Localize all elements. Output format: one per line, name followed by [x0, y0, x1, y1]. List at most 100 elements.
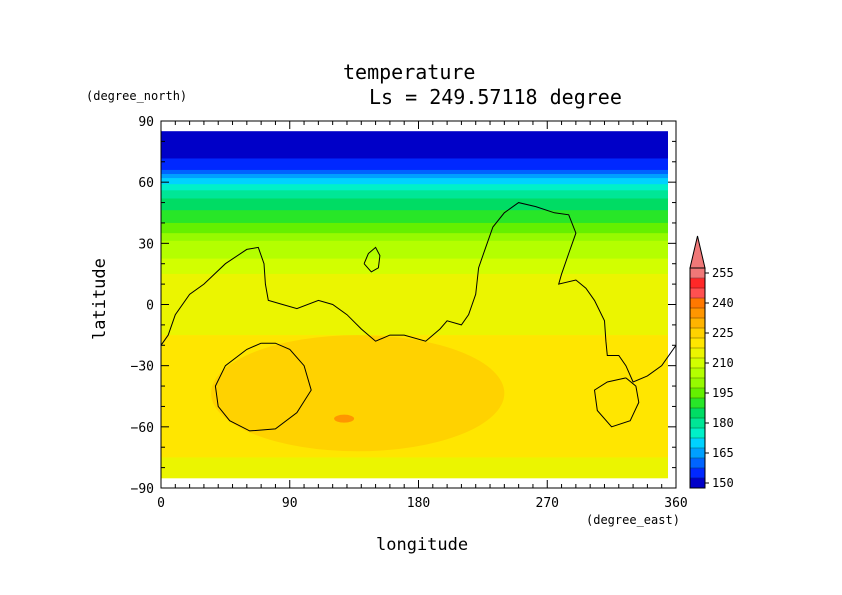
colorbar-extend-arrow: [689, 235, 706, 269]
field-band: [161, 254, 668, 260]
colorbar-swatch: [690, 348, 705, 359]
field-band: [161, 233, 668, 237]
field-band: [161, 238, 668, 242]
field-band: [161, 266, 668, 271]
x-axis-unit: (degree_east): [586, 513, 680, 527]
field-band: [161, 250, 668, 256]
chart-subtitle: Ls = 249.57118 degree: [369, 85, 622, 109]
field-band: [161, 151, 668, 155]
y-tick-label: 30: [138, 237, 154, 252]
field-band: [161, 457, 668, 461]
field-band: [161, 273, 668, 279]
field-band: [161, 188, 668, 191]
field-band: [161, 133, 668, 137]
field-band: [161, 220, 668, 224]
y-tick-label: 0: [146, 299, 154, 314]
field-band: [161, 156, 668, 159]
field-band: [161, 281, 668, 286]
colorbar-swatch: [690, 388, 705, 399]
field-band: [161, 319, 668, 328]
x-tick-label: 270: [536, 496, 559, 511]
colorbar-tick-label: 240: [712, 296, 734, 310]
field-band: [161, 462, 668, 466]
field-band: [161, 277, 668, 283]
colorbar-tick-label: 225: [712, 326, 734, 340]
colorbar-swatch: [690, 428, 705, 439]
colorbar-tick-label: 165: [712, 446, 734, 460]
field-band: [161, 235, 668, 239]
colorbar-swatch: [690, 318, 705, 329]
x-tick-label: 0: [157, 496, 165, 511]
field-band: [161, 327, 668, 336]
field-band: [161, 243, 668, 248]
colorbar-swatch: [690, 468, 705, 479]
colorbar-swatch: [690, 278, 705, 289]
field-band: [161, 475, 668, 479]
field-band: [161, 228, 668, 232]
hot-spot: [334, 414, 355, 423]
field-band: [161, 300, 668, 305]
field-band: [161, 225, 668, 229]
field-band: [161, 178, 668, 181]
x-axis-label: longitude: [376, 535, 469, 555]
y-axis-unit: (degree_north): [86, 89, 188, 103]
colorbar-swatch: [690, 408, 705, 419]
colorbar-swatch: [690, 358, 705, 369]
colorbar-tick-label: 210: [712, 356, 734, 370]
field-band: [161, 215, 668, 219]
field-band: [161, 141, 668, 145]
contour-topography-main: [160, 202, 677, 383]
field-band: [161, 217, 668, 221]
colorbar-swatch: [690, 418, 705, 429]
field-band: [161, 169, 668, 173]
field-band: [161, 445, 668, 451]
colorbar-swatch: [690, 338, 705, 349]
contour-southern-ring-2: [593, 377, 640, 428]
field-band: [161, 459, 668, 464]
y-tick-label: −30: [131, 360, 154, 375]
colorbar-tick-label: 180: [712, 416, 734, 430]
field-band: [161, 222, 668, 226]
colorbar-swatch: [690, 398, 705, 409]
warm-region: [211, 335, 505, 452]
field-band: [161, 138, 668, 142]
field-band: [161, 230, 668, 234]
field-band: [161, 247, 668, 252]
field-band: [161, 180, 668, 183]
contour-southern-ring-1: [214, 342, 312, 432]
field-band: [161, 449, 668, 455]
chart-title: temperature: [343, 60, 476, 84]
field-band: [161, 207, 668, 211]
field-band: [161, 285, 668, 290]
field-band: [161, 171, 668, 175]
field-band: [161, 149, 668, 153]
field-band: [161, 198, 668, 202]
field-band: [161, 163, 668, 166]
field-band: [161, 293, 668, 298]
field-band: [161, 205, 668, 209]
field-band: [161, 262, 668, 267]
field-band: [161, 176, 668, 179]
field-band: [161, 158, 668, 162]
field-band: [161, 312, 668, 321]
colorbar-swatch: [690, 308, 705, 319]
field-band: [161, 258, 668, 263]
field-band: [161, 165, 668, 169]
field-band: [161, 200, 668, 204]
colorbar-tick-label: 195: [712, 386, 734, 400]
colorbar-swatch: [690, 378, 705, 389]
field-band: [161, 240, 668, 244]
field-band: [161, 470, 668, 474]
x-tick-label: 360: [664, 496, 687, 511]
field-band: [161, 146, 668, 150]
field-band: [161, 131, 668, 135]
field-band: [161, 192, 668, 195]
field-band: [161, 194, 668, 197]
field-band: [161, 472, 668, 476]
colorbar-swatch: [690, 268, 705, 279]
field-band: [161, 190, 668, 193]
field-band: [161, 174, 668, 177]
x-tick-label: 180: [407, 496, 430, 511]
colorbar-swatch: [690, 458, 705, 469]
